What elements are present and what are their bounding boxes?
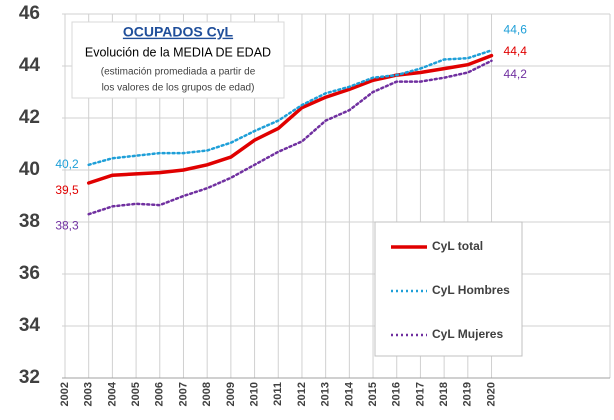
legend-box: [374, 221, 523, 357]
legend-label: CyL total: [432, 239, 483, 253]
note: los valores de los grupos de edad): [102, 83, 255, 94]
x-tick-label: 2014: [343, 381, 355, 406]
chart-subtitle: Evolución de la MEDIA DE EDAD: [85, 45, 271, 59]
legend-label: CyL Mujeres: [432, 327, 503, 341]
x-tick-label: 2003: [83, 382, 95, 406]
end-label: 44,4: [504, 44, 528, 58]
y-tick-label: 34: [19, 315, 41, 336]
start-label: 39,5: [55, 183, 79, 197]
y-tick-label: 44: [19, 55, 41, 76]
x-tick-label: 2011: [272, 382, 284, 406]
chart-title: OCUPADOS CyL: [123, 24, 234, 40]
legend-label: CyL Hombres: [432, 283, 510, 297]
x-tick-label: 2018: [438, 382, 450, 406]
end-label: 44,6: [504, 23, 528, 37]
y-tick-label: 42: [19, 107, 40, 128]
title-box: [71, 21, 285, 99]
series-line: [86, 53, 494, 185]
x-tick-label: 2020: [485, 382, 497, 406]
x-tick-label: 2005: [130, 382, 142, 406]
x-tick-label: 2013: [320, 382, 332, 406]
start-label: 40,2: [55, 157, 79, 171]
y-tick-label: 46: [19, 3, 40, 24]
y-tick-label: 36: [19, 263, 40, 284]
x-tick-label: 2008: [201, 382, 213, 406]
y-tick-label: 32: [19, 367, 40, 388]
x-tick-label: 2010: [248, 382, 260, 406]
x-tick-label: 2007: [177, 382, 189, 406]
x-tick-label: 2012: [296, 382, 308, 406]
x-tick-label: 2004: [106, 381, 118, 406]
x-tick-label: 2015: [367, 382, 379, 406]
x-tick-label: 2016: [391, 382, 403, 406]
note: (estimación promediada a partir de: [101, 67, 256, 78]
x-tick-label: 2006: [154, 382, 166, 406]
end-label: 44,2: [504, 67, 528, 81]
start-label: 38,3: [55, 218, 79, 232]
x-tick-label: 2002: [59, 382, 71, 406]
series-line: [87, 49, 493, 167]
x-tick-label: 2009: [225, 382, 237, 406]
x-tick-label: 2017: [414, 382, 426, 406]
series-line: [87, 59, 493, 216]
y-tick-label: 40: [19, 159, 40, 180]
y-tick-label: 38: [19, 211, 40, 232]
x-tick-label: 2019: [462, 382, 474, 406]
